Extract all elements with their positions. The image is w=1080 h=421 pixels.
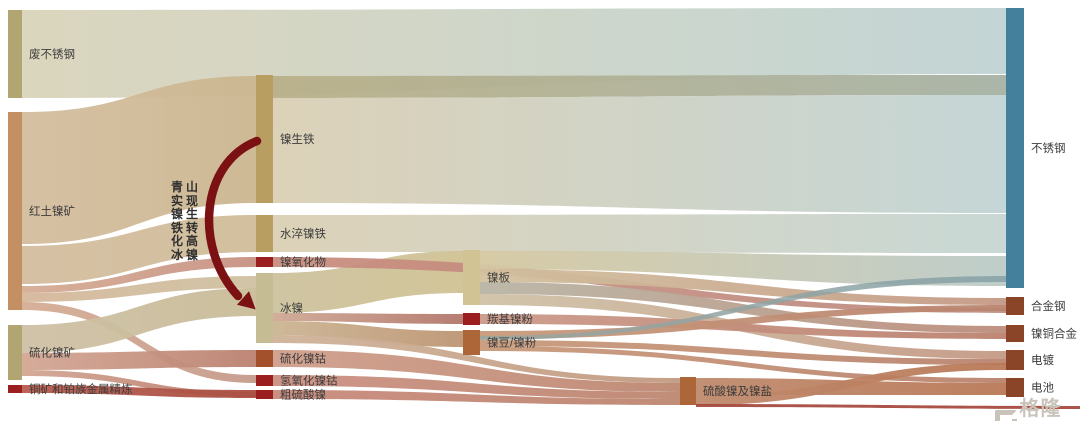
link-sulfate-plating <box>696 363 1006 405</box>
node-label-plating: 电镀 <box>1031 353 1054 367</box>
link-beans-plating <box>480 340 1006 365</box>
node-label-crude: 粗硫酸镍 <box>280 388 326 402</box>
node-alloy <box>1006 297 1024 315</box>
node-npi <box>256 75 273 203</box>
node-carbonyl <box>463 313 480 325</box>
node-beans <box>463 330 480 355</box>
gelonghui-logo-icon <box>995 410 1017 421</box>
link-nicosulf-sulfate <box>273 350 680 392</box>
node-plate <box>463 250 480 305</box>
node-label-beans: 镍豆/镍粉 <box>487 336 537 350</box>
node-label-battery: 电池 <box>1031 382 1054 395</box>
node-label-nicosulf: 硫化镍钴 <box>280 352 326 366</box>
link-matte-beans <box>273 321 463 347</box>
node-matte <box>256 273 273 343</box>
node-label-stainless: 不锈钢 <box>1031 142 1066 155</box>
node-laterite <box>8 112 22 310</box>
link-sulfide-nicosulf <box>22 350 256 370</box>
node-crude <box>256 390 273 399</box>
link-plate-stainless <box>480 251 1006 286</box>
link-crude-sulfate <box>273 390 680 405</box>
node-label-nio: 镍氧化物 <box>280 255 326 269</box>
link-sulfide-matte <box>22 288 256 353</box>
link-laterite-fenickel <box>22 215 256 284</box>
link-mhp-sulfate <box>273 375 680 399</box>
link-matte-sulfate <box>273 335 680 383</box>
link-laterite-nio <box>22 257 256 293</box>
node-pgm <box>8 385 22 393</box>
link-pgm-crude <box>22 385 256 398</box>
node-label-sulfate: 硫酸镍及镍盐 <box>703 384 772 398</box>
link-laterite-matte <box>22 276 256 302</box>
curved-arrow-icon <box>204 136 262 301</box>
link-laterite-mhp <box>22 302 256 383</box>
node-label-alloy: 合金钢 <box>1031 299 1066 313</box>
node-mhp <box>256 375 273 386</box>
link-laterite-npi <box>22 76 256 244</box>
watermark-text: 格隆汇 <box>1019 398 1062 420</box>
link-beans-battery <box>480 346 1006 383</box>
link-npi-stainless <box>273 75 1006 98</box>
node-scrap <box>8 10 22 98</box>
curved-arrow-head-icon <box>236 291 256 310</box>
node-label-fenickel: 水淬镍铁 <box>280 227 326 241</box>
node-label-npi: 镍生铁 <box>280 132 315 146</box>
node-nio <box>256 257 273 267</box>
node-label-plate: 镍板 <box>487 271 510 285</box>
node-label-pgm: 铜矿和铂族金属精炼 <box>29 382 133 396</box>
annotation-npi-to-matte: 青山 实现 镍生 铁转 化高 冰镍 <box>171 180 202 262</box>
arrow-layer <box>204 136 262 310</box>
node-label-carbonyl: 羰基镍粉 <box>487 312 533 326</box>
node-battery <box>1006 378 1024 397</box>
node-label-laterite: 红土镍矿 <box>29 204 75 218</box>
node-fenickel <box>256 215 273 252</box>
node-label-mhp: 氢氧化镍钴 <box>280 374 338 388</box>
nodes-layer <box>8 8 1024 405</box>
link-fenickel-stainless <box>273 214 1006 253</box>
link-sulfate-offcanvas-right <box>696 404 1080 409</box>
link-beans-stainless <box>480 276 1006 340</box>
node-label-cualloy: 镍铜合金 <box>1031 327 1077 341</box>
link-plate-alloy <box>480 269 1006 305</box>
node-label-matte: 冰镍 <box>280 301 303 315</box>
node-sulfate <box>680 377 696 405</box>
link-matte-carbonyl <box>273 313 463 324</box>
link-carbonyl-cualloy <box>480 314 1006 339</box>
node-stainless <box>1006 8 1024 288</box>
node-sulfide <box>8 325 22 380</box>
node-label-sulfide: 硫化镍矿 <box>29 346 75 360</box>
node-nicosulf <box>256 350 273 367</box>
node-label-scrap: 废不锈钢 <box>29 47 75 61</box>
link-npi-stainless <box>273 95 1006 213</box>
watermark-gelonghui: 格隆汇 <box>995 392 1080 421</box>
node-plating <box>1006 350 1024 370</box>
node-cualloy <box>1006 325 1024 342</box>
